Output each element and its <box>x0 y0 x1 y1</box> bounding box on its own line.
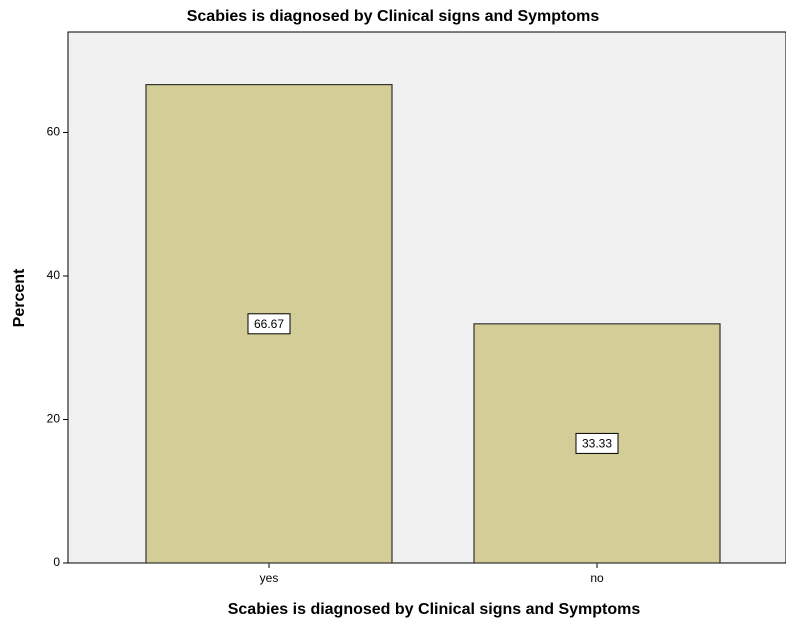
data-label: 33.33 <box>582 437 612 451</box>
x-tick-label: yes <box>260 571 279 585</box>
x-tick-label: no <box>590 571 604 585</box>
chart-title: Scabies is diagnosed by Clinical signs a… <box>187 8 600 25</box>
y-tick-label: 40 <box>47 268 61 282</box>
data-label-box <box>247 313 291 335</box>
data-label-box <box>575 432 619 454</box>
bar <box>145 83 393 564</box>
x-axis-label: Scabies is diagnosed by Clinical signs a… <box>228 601 641 618</box>
y-tick-label: 0 <box>53 555 60 569</box>
y-tick-label: 60 <box>47 125 61 139</box>
y-axis-label: Percent <box>11 268 28 327</box>
y-tick-label: 20 <box>47 412 61 426</box>
data-label: 66.67 <box>254 317 284 331</box>
